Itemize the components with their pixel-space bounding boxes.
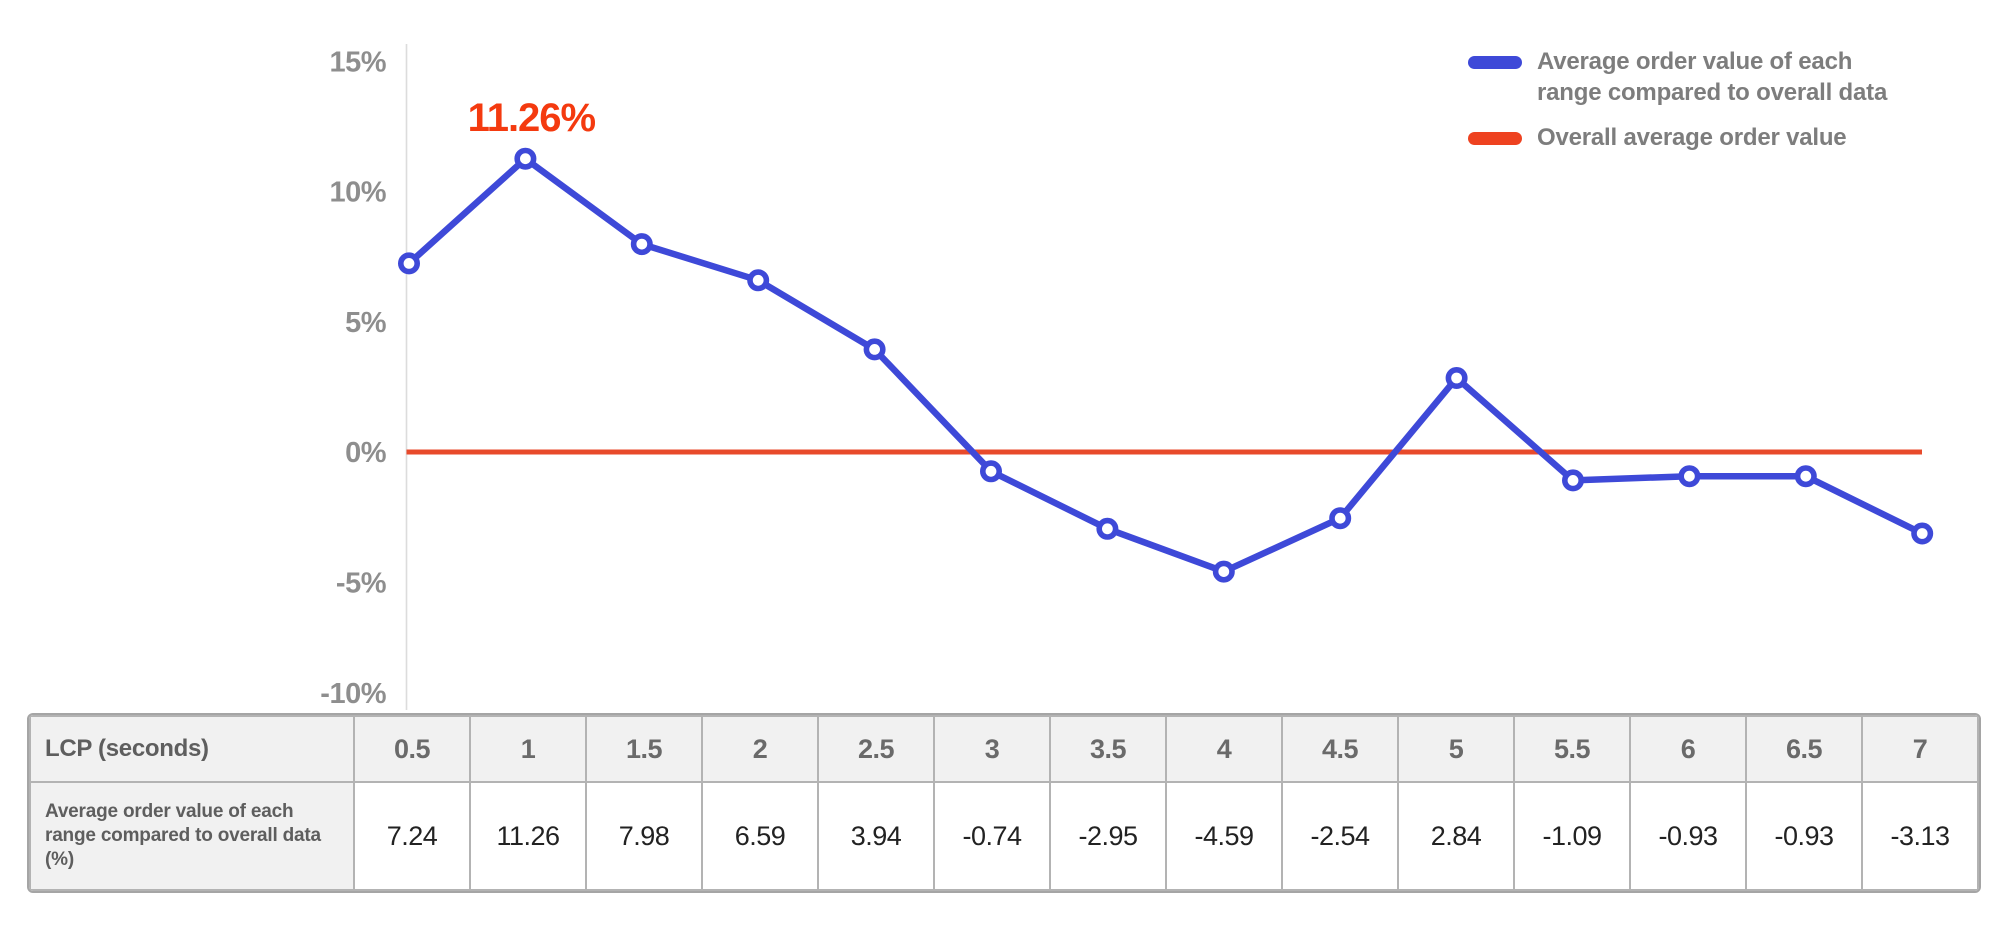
legend-label-reference-line1: Overall average order value [1537, 124, 1847, 151]
value-cell: -2.54 [1281, 781, 1399, 891]
legend-item-reference: Overall average order value [1468, 122, 1968, 153]
lcp-header-cell: 3 [933, 715, 1051, 783]
data-point-marker [1794, 465, 1817, 488]
series-line-swatch-icon [1468, 56, 1522, 69]
lcp-header-cell: 2 [701, 715, 819, 783]
lcp-header-cell: 6 [1629, 715, 1747, 783]
data-point-marker [630, 233, 653, 256]
chart-legend: Average order value of each range compar… [1468, 46, 1968, 153]
lcp-header-cell: 6.5 [1745, 715, 1863, 783]
data-point-marker [863, 338, 886, 361]
lcp-header-cell: 5 [1397, 715, 1515, 783]
legend-label-series-line1: Average order value of each [1537, 48, 1853, 75]
lcp-header-cell: 4 [1165, 715, 1283, 783]
legend-item-series: Average order value of each range compar… [1468, 46, 1968, 108]
y-axis-tick-label: 0% [345, 437, 387, 469]
value-cell: -0.93 [1629, 781, 1747, 891]
data-point-marker [747, 269, 770, 292]
table-value-row: Average order value of each range compar… [29, 781, 1979, 891]
lcp-header-cell: 0.5 [353, 715, 471, 783]
lcp-header-cell: 7 [1861, 715, 1979, 783]
data-point-marker [397, 252, 420, 275]
data-point-marker [1678, 465, 1701, 488]
table-row-label: Average order value of each range compar… [29, 781, 355, 891]
lcp-header-cell: 1.5 [585, 715, 703, 783]
data-point-marker [1329, 507, 1352, 530]
lcp-header-cell: 5.5 [1513, 715, 1631, 783]
y-axis-tick-label: 15% [329, 46, 386, 78]
y-axis-tick-label: -5% [336, 567, 387, 599]
value-cell: 2.84 [1397, 781, 1515, 891]
value-cell: 7.98 [585, 781, 703, 891]
lcp-header-cell: 3.5 [1049, 715, 1167, 783]
table-header-label: LCP (seconds) [29, 715, 355, 783]
value-cell: -2.95 [1049, 781, 1167, 891]
data-table: LCP (seconds) 0.5 1 1.5 2 2.5 3 3.5 4 4.5 5 5.5 6 6.… [29, 715, 1979, 891]
y-axis-tick-label: 10% [329, 177, 386, 209]
lcp-header-cell: 1 [469, 715, 587, 783]
value-cell: 7.24 [353, 781, 471, 891]
data-point-marker [1562, 469, 1585, 492]
series-line [405, 155, 1926, 575]
legend-label-series-line2: range compared to overall data [1537, 79, 1888, 106]
y-axis-tick-label: -10% [320, 678, 386, 710]
y-axis-tick-label: 5% [345, 307, 387, 339]
data-point-marker [979, 460, 1002, 483]
data-point-marker [514, 147, 537, 170]
data-table-container: LCP (seconds) 0.5 1 1.5 2 2.5 3 3.5 4 4.5 5 5.5 6 6.… [27, 713, 1981, 893]
line-chart: 15% 10% 5% 0% -5% -10% 11.26% [320, 44, 1934, 710]
value-cell: 3.94 [817, 781, 935, 891]
lcp-header-cell: 2.5 [817, 715, 935, 783]
legend-label-series: Average order value of each range compar… [1537, 46, 1887, 108]
value-cell: 11.26 [469, 781, 587, 891]
value-cell: -3.13 [1861, 781, 1979, 891]
value-cell: -1.09 [1513, 781, 1631, 891]
data-point-marker [1096, 517, 1119, 540]
legend-label-reference: Overall average order value [1537, 122, 1847, 153]
value-cell: -0.93 [1745, 781, 1863, 891]
peak-value-annotation: 11.26% [468, 96, 596, 140]
data-point-marker [1212, 560, 1235, 583]
reference-line-swatch-icon [1468, 132, 1522, 145]
value-cell: 6.59 [701, 781, 819, 891]
value-cell: -4.59 [1165, 781, 1283, 891]
value-cell: -0.74 [933, 781, 1051, 891]
lcp-header-cell: 4.5 [1281, 715, 1399, 783]
table-header-row: LCP (seconds) 0.5 1 1.5 2 2.5 3 3.5 4 4.5 5 5.5 6 6.… [29, 715, 1979, 783]
data-point-marker [1911, 522, 1934, 545]
data-point-marker [1445, 366, 1468, 389]
